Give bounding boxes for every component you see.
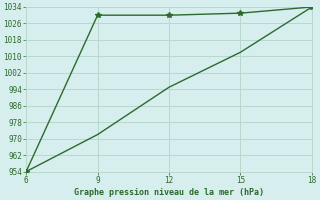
X-axis label: Graphe pression niveau de la mer (hPa): Graphe pression niveau de la mer (hPa): [74, 188, 264, 197]
